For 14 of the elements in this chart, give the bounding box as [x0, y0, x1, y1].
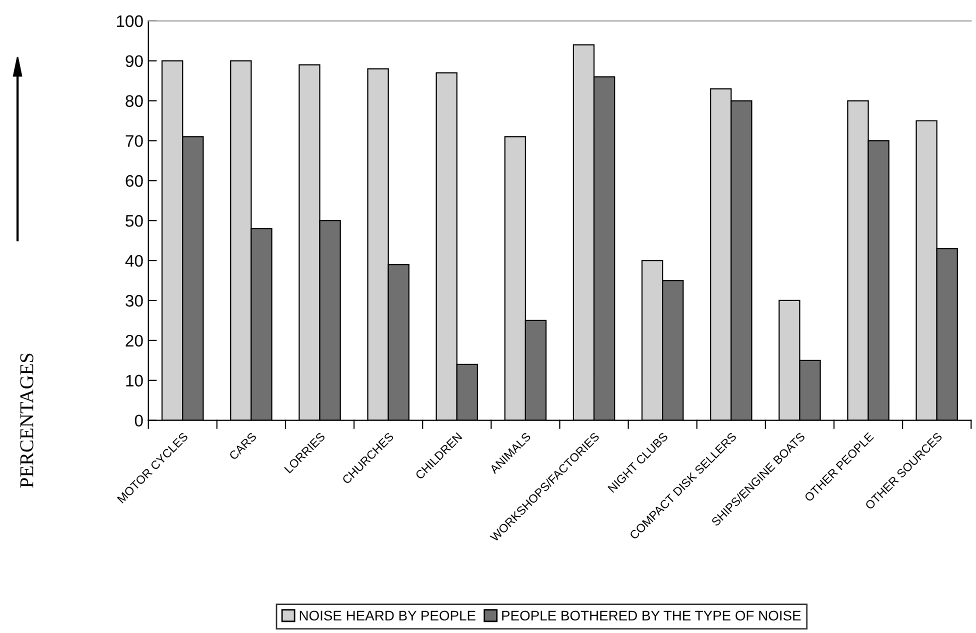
legend-label: PEOPLE BOTHERED BY THE TYPE OF NOISE — [502, 610, 801, 621]
y-axis-title: PERCENTAGES — [20, 354, 34, 488]
y-tick-label: 90 — [126, 55, 143, 68]
y-tick-label: 0 — [134, 414, 143, 427]
y-tick-label: 50 — [126, 215, 143, 227]
legend-label: NOISE HEARD BY PEOPLE — [300, 610, 476, 621]
y-tick-label: 10 — [126, 374, 143, 387]
y-tick-label: 60 — [126, 175, 143, 187]
y-tick-label: 40 — [125, 254, 143, 267]
y-tick-label: 30 — [126, 294, 143, 307]
y-tick-label: 70 — [126, 135, 143, 147]
y-tick-label: 20 — [126, 334, 143, 347]
y-tick-label: 80 — [126, 95, 143, 107]
y-tick-label: 100 — [116, 15, 143, 28]
